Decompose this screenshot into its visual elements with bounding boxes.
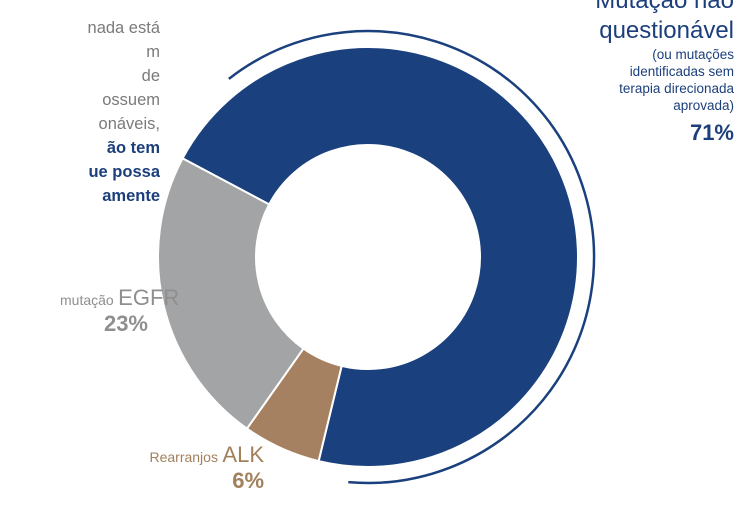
intro-line: m [146, 43, 160, 61]
alk-prefix: Rearranjos [149, 449, 218, 465]
mutation-label: Mutação não questionável (ou mutações id… [595, 0, 734, 146]
mutation-note-line: identificadas sem [629, 64, 734, 79]
mutation-note-line: aprovada) [673, 98, 734, 113]
intro-line: onáveis, [98, 115, 160, 133]
mutation-note-line: (ou mutações [652, 47, 734, 62]
intro-line: de [141, 67, 160, 85]
intro-text: nada está m de ossuem onáveis, ão tem ue… [0, 0, 160, 260]
egfr-name: EGFR [118, 285, 180, 310]
mutation-title-line: Mutação não [595, 0, 734, 14]
egfr-percent: 23% [103, 311, 148, 336]
intro-highlight-line: ão tem [106, 139, 160, 157]
mutation-percent: 71% [689, 120, 734, 145]
alk-percent: 6% [232, 468, 264, 493]
highlight-arc [228, 29, 596, 485]
alk-label: Rearranjos ALK 6% [100, 442, 264, 494]
intro-highlight-line: ue possa [88, 163, 160, 181]
intro-line: nada está [87, 19, 160, 37]
egfr-prefix: mutação [60, 292, 114, 308]
segment-mutacao-nao-questionavel [181, 46, 579, 468]
egfr-label: mutação EGFR 23% [60, 285, 179, 337]
intro-paragraph: nada está m de ossuem onáveis, ão tem ue… [88, 16, 160, 208]
mutation-title-line: questionável [599, 17, 734, 44]
mutation-note-line: terapia direcionada [619, 81, 734, 96]
segment-mutacao-egfr [157, 157, 305, 430]
alk-name: ALK [222, 442, 264, 467]
intro-highlight-line: amente [102, 187, 160, 205]
intro-line: ossuem [102, 91, 160, 109]
